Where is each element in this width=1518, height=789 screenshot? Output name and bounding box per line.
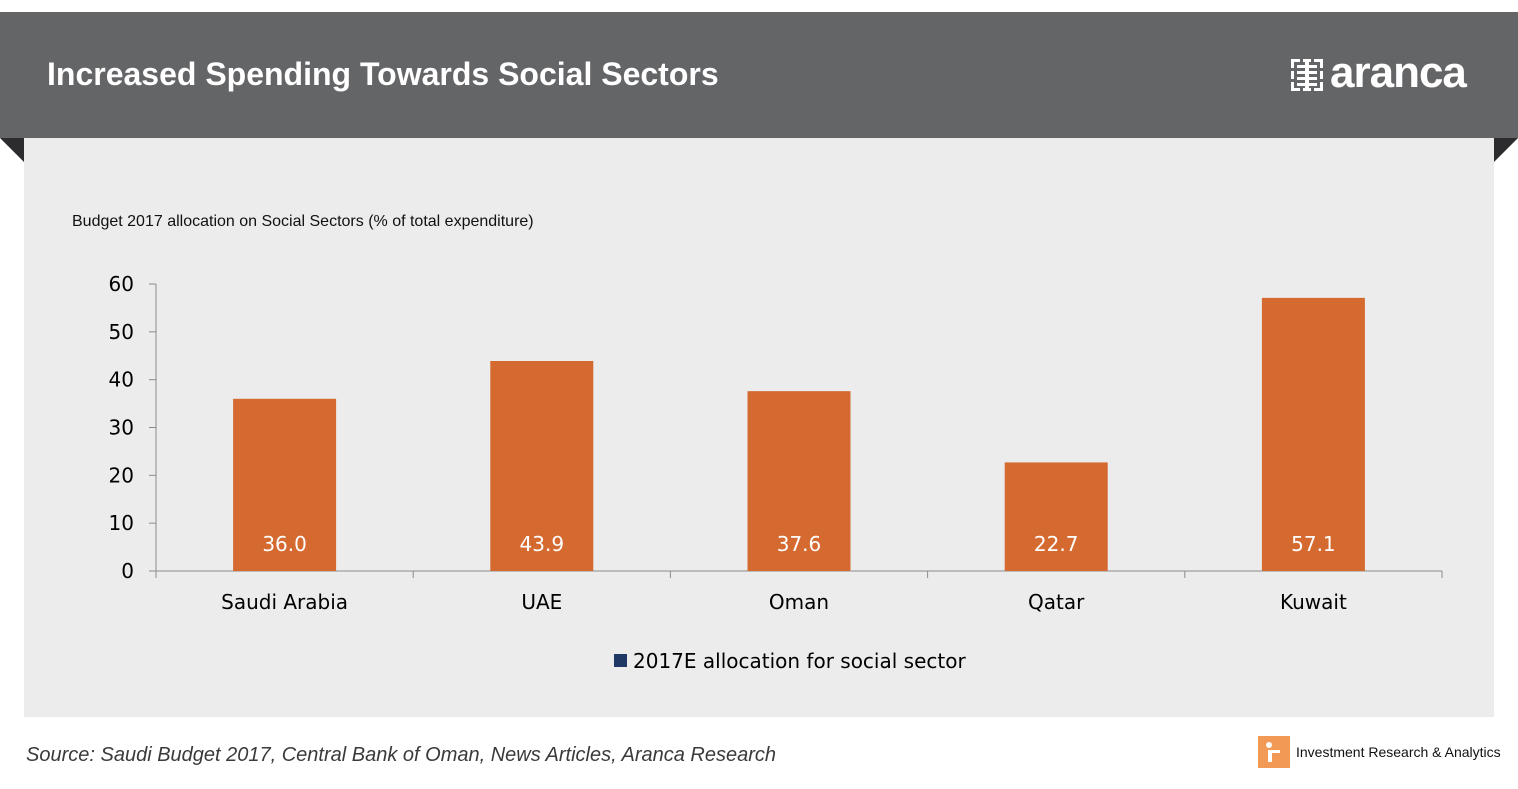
y-tick-label: 40: [109, 368, 134, 392]
category-label: Saudi Arabia: [221, 590, 348, 614]
y-tick-label: 10: [109, 511, 134, 535]
bar: [490, 361, 594, 571]
bar: [233, 398, 337, 571]
page-title: Increased Spending Towards Social Sector…: [47, 56, 719, 92]
data-label: 22.7: [1034, 532, 1079, 556]
source-note: Source: Saudi Budget 2017, Central Bank …: [26, 744, 777, 766]
banner-fold-left: [0, 138, 24, 162]
chart-title: Budget 2017 allocation on Social Sectors…: [72, 213, 534, 230]
legend-swatch: [614, 654, 627, 667]
category-label: Kuwait: [1280, 590, 1347, 614]
bar: [747, 391, 851, 571]
y-tick-label: 0: [121, 559, 134, 583]
y-tick-label: 20: [109, 463, 134, 487]
header-banner: [0, 12, 1518, 138]
data-label: 57.1: [1291, 532, 1336, 556]
category-label: UAE: [521, 590, 562, 614]
category-label: Qatar: [1028, 590, 1085, 614]
brand-name: aranca: [1330, 48, 1467, 97]
data-label: 43.9: [520, 532, 565, 556]
y-tick-label: 50: [109, 320, 134, 344]
legend-label: 2017E allocation for social sector: [633, 649, 966, 673]
brand-logo: aranca: [1290, 50, 1496, 96]
footer-tagline: Investment Research & Analytics: [1296, 744, 1501, 760]
bar: [1004, 462, 1108, 571]
data-label: 36.0: [262, 532, 307, 556]
aranca-logo-icon: [1291, 59, 1323, 91]
y-tick-label: 60: [109, 272, 134, 296]
research-badge-icon: [1258, 736, 1290, 768]
research-glyph-icon: [1266, 742, 1280, 762]
data-label: 37.6: [777, 532, 822, 556]
y-tick-label: 30: [109, 416, 134, 440]
bar: [1261, 297, 1365, 571]
banner-fold-right: [1494, 138, 1518, 162]
category-label: Oman: [769, 590, 829, 614]
